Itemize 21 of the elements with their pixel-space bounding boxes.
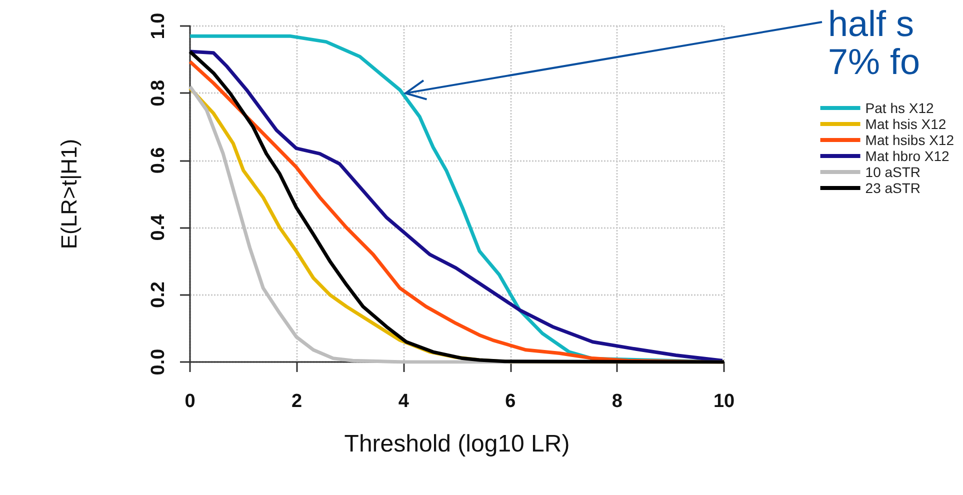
- x-tick-label: 6: [505, 391, 516, 412]
- x-tick-label: 0: [184, 391, 196, 412]
- legend-label: Mat hsis X12: [865, 116, 946, 132]
- legend-label: 23 aSTR: [865, 180, 921, 196]
- y-tick-label: 1.0: [148, 12, 169, 40]
- x-tick-label: 4: [398, 391, 410, 412]
- x-tick-label: 2: [292, 391, 302, 412]
- legend-label: Pat hs X12: [865, 100, 934, 116]
- x-axis-title: Threshold (log10 LR): [344, 430, 570, 458]
- y-tick-label: 0.0: [148, 348, 169, 376]
- x-tick-label: 8: [612, 391, 622, 412]
- legend-label: Mat hbro X12: [865, 148, 950, 164]
- legend-label: Mat hsibs X12: [865, 132, 954, 148]
- y-tick-label: 0.2: [148, 282, 169, 308]
- annotation: half s 7% fo: [828, 3, 920, 82]
- y-tick-label: 0.6: [148, 147, 169, 174]
- y-axis-title: E(LR>t|H1): [56, 138, 82, 250]
- legend-label: 10 aSTR: [865, 164, 921, 180]
- y-tick-label: 0.8: [148, 80, 169, 106]
- y-tick-label: 0.4: [148, 214, 169, 241]
- x-tick-label: 10: [713, 391, 735, 412]
